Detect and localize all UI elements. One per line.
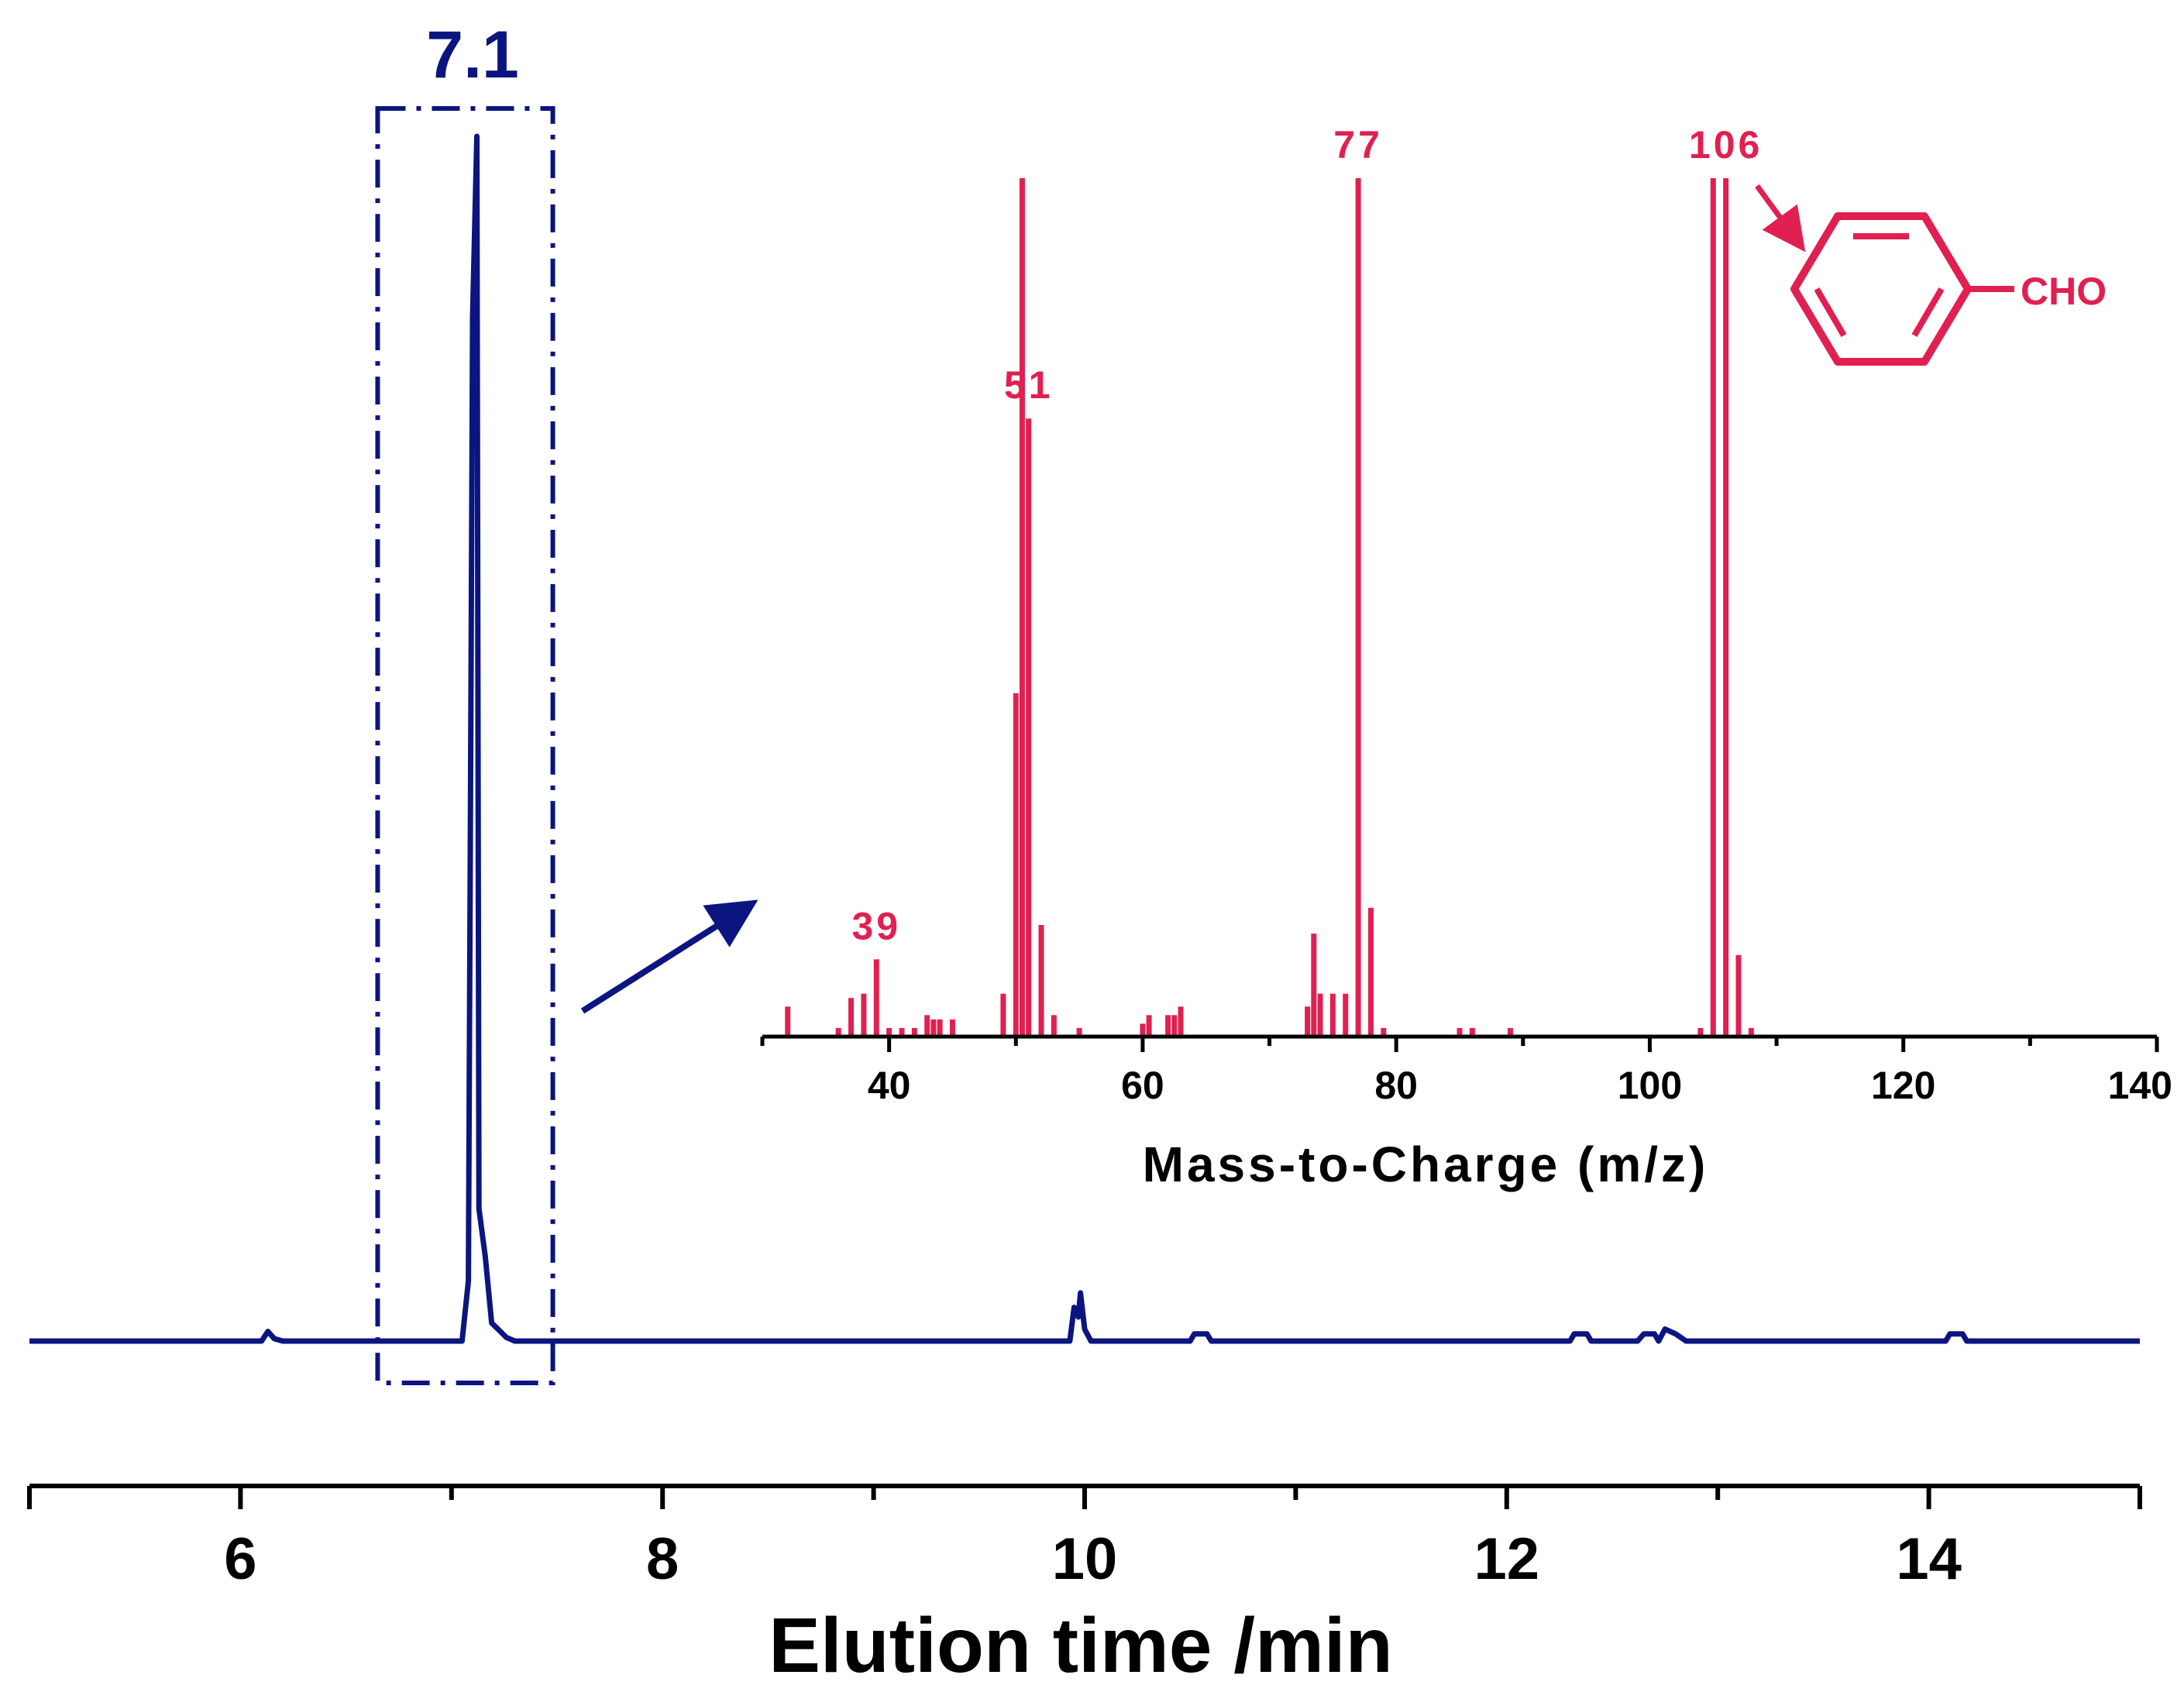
tick-label: 12 — [1474, 1526, 1540, 1592]
peak-label: 106 — [1689, 123, 1763, 167]
tick-label: 120 — [1871, 1064, 1935, 1107]
tick-label: 80 — [1374, 1064, 1418, 1107]
tick-label: 14 — [1896, 1526, 1962, 1592]
benzaldehyde-structure-icon: CHO — [1755, 184, 2107, 366]
tick-label: 10 — [1052, 1526, 1118, 1592]
tick-label: 40 — [868, 1064, 911, 1107]
zoom-arrow — [580, 899, 758, 1014]
tick-label: 140 — [2108, 1064, 2172, 1107]
ring-double-bond — [1911, 287, 1945, 338]
mz-axis-title: Mass-to-Charge (m/z) — [1143, 1137, 1709, 1192]
benzene-ring — [1790, 212, 1972, 366]
tick-label: 6 — [224, 1526, 256, 1592]
structure-pointer-arrow — [1755, 184, 1806, 253]
peak-label: 77 — [1333, 123, 1383, 167]
peak-selection-box — [375, 106, 555, 1385]
elution-time-axis-title: Elution time /min — [769, 1602, 1393, 1689]
peak-retention-label: 7.1 — [426, 18, 519, 92]
elution-time-ticks: 6 8 10 12 14 — [27, 1486, 2142, 1592]
chromatogram-trace — [29, 133, 2140, 1344]
tick-label: 8 — [646, 1526, 679, 1592]
peak-label: 39 — [851, 904, 901, 948]
peak-label: 51 — [1004, 363, 1054, 407]
mass-spectrum: 39 51 77 106 40 60 80 100 120 140 Mass-to-Charge… — [760, 123, 2172, 1192]
ring-double-bond — [1814, 287, 1847, 338]
spectrum-peak-labels: 39 51 77 106 — [851, 123, 1763, 948]
tick-label: 60 — [1121, 1064, 1164, 1107]
chromatogram: 7.1 6 8 10 12 14 Elution time /min — [27, 18, 2142, 1689]
mz-ticks: 40 60 80 100 120 140 — [760, 1037, 2172, 1107]
tick-label: 100 — [1618, 1064, 1682, 1107]
cho-label: CHO — [2021, 270, 2107, 313]
spectrum-bars — [785, 178, 1754, 1037]
